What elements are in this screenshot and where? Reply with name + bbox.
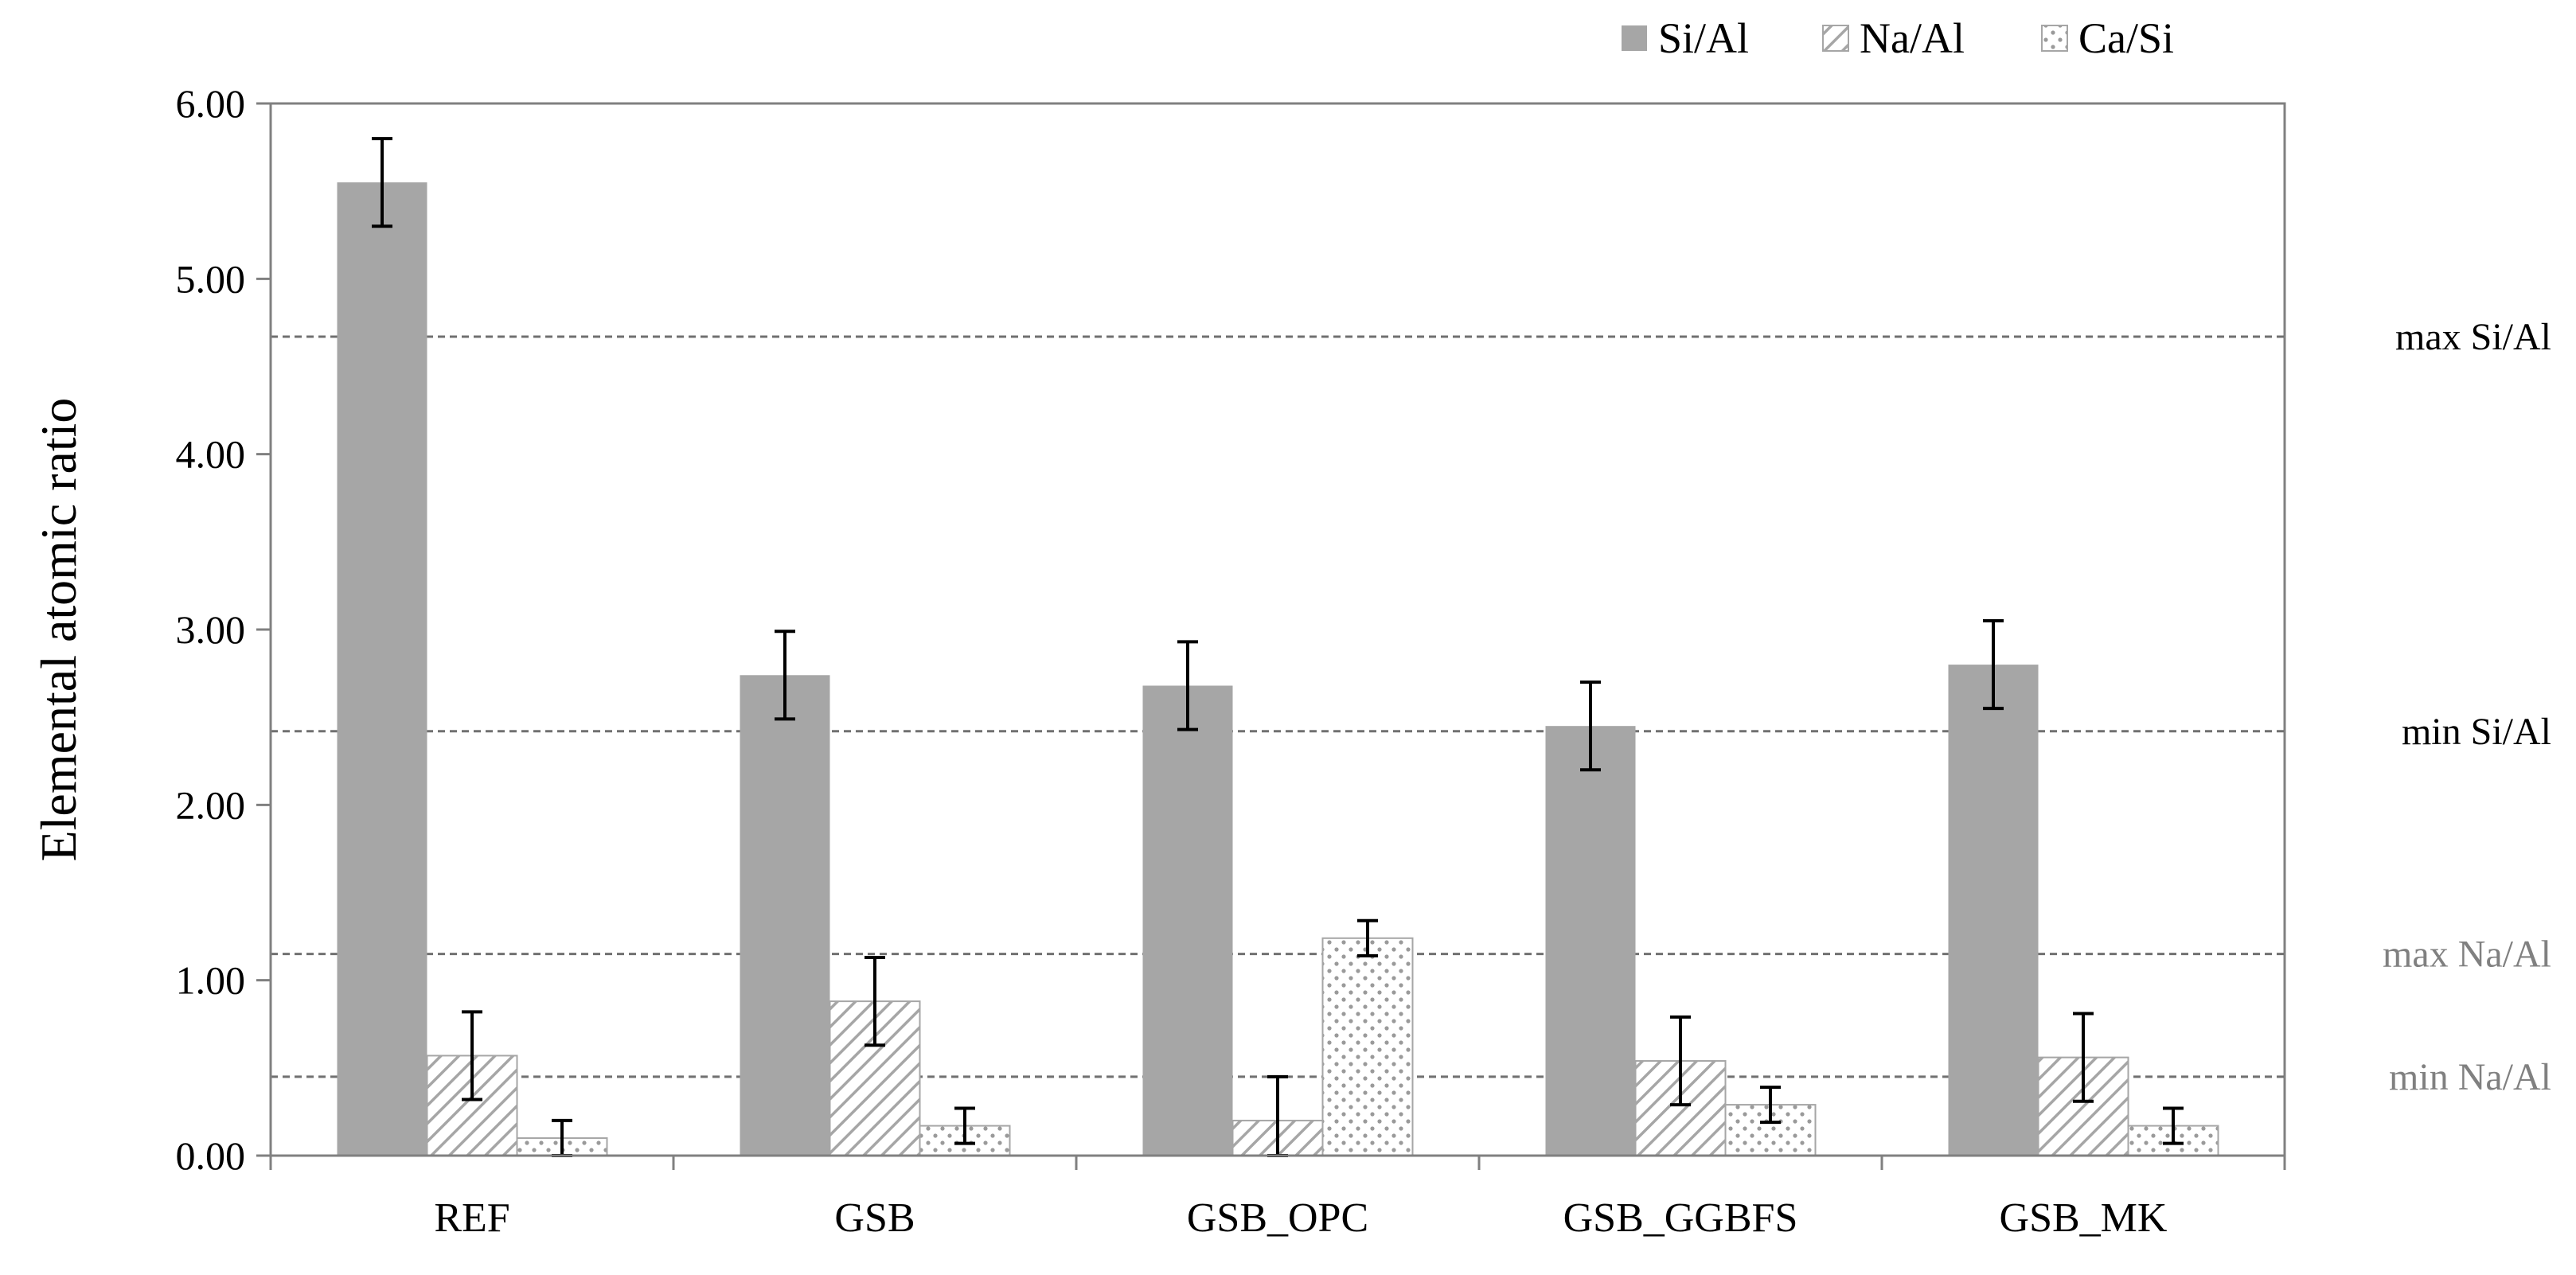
x-tick-label-1: GSB (834, 1195, 915, 1241)
error-bar-na-al-4 (2073, 1012, 2094, 1103)
y-tick-label-4: 4.00 (176, 432, 246, 477)
y-tick-label-6: 6.00 (176, 81, 246, 126)
error-bar-si-al-0 (372, 137, 392, 228)
reference-label-1: min Si/Al (2402, 711, 2551, 753)
x-tick-label-0: REF (434, 1195, 509, 1241)
bar-si-al-0 (337, 182, 427, 1156)
bar-si-al-1 (740, 675, 830, 1156)
legend-swatch-si-al (1622, 25, 1647, 51)
legend-label-si-al: Si/Al (1658, 14, 1749, 62)
y-tick-label-0: 0.00 (176, 1133, 246, 1178)
x-tick-label-3: GSB_GGBFS (1563, 1195, 1798, 1241)
legend-swatch-na-al (1822, 25, 1849, 52)
error-bar-ca-si-4 (2163, 1106, 2184, 1145)
x-tick-label-4: GSB_MK (2000, 1195, 2168, 1241)
y-tick-label-1: 1.00 (176, 958, 246, 1003)
error-bar-si-al-3 (1580, 680, 1601, 772)
y-tick-label-3: 3.00 (176, 607, 246, 652)
bar-si-al-3 (1545, 726, 1636, 1156)
reference-label-2: max Na/Al (2383, 934, 2551, 976)
y-axis-title: Elemental atomic ratio (30, 398, 87, 862)
error-bar-na-al-1 (865, 956, 885, 1047)
error-bar-ca-si-3 (1760, 1086, 1781, 1125)
reference-label-0: max Si/Al (2395, 316, 2551, 358)
error-bar-si-al-2 (1177, 640, 1198, 731)
x-tick-label-2: GSB_OPC (1187, 1195, 1368, 1241)
error-bar-si-al-4 (1983, 618, 2004, 711)
legend-swatch-ca-si (2041, 25, 2068, 52)
legend: Si/Al Na/Al Ca/Si (1622, 14, 2174, 62)
bar-si-al-4 (1948, 665, 2039, 1156)
reference-label-3: min Na/Al (2389, 1056, 2551, 1098)
error-bar-na-al-0 (462, 1010, 482, 1101)
y-tick-label-5: 5.00 (176, 256, 246, 301)
bar-si-al-2 (1142, 685, 1233, 1156)
error-bar-si-al-1 (775, 630, 795, 721)
legend-label-na-al: Na/Al (1860, 14, 1965, 62)
error-bar-na-al-3 (1670, 1015, 1691, 1107)
bar-ca-si-2 (1321, 937, 1414, 1156)
error-bar-ca-si-1 (954, 1106, 975, 1145)
y-tick-label-2: 2.00 (176, 782, 246, 827)
error-bar-ca-si-2 (1357, 918, 1378, 957)
legend-label-ca-si: Ca/Si (2078, 14, 2174, 62)
